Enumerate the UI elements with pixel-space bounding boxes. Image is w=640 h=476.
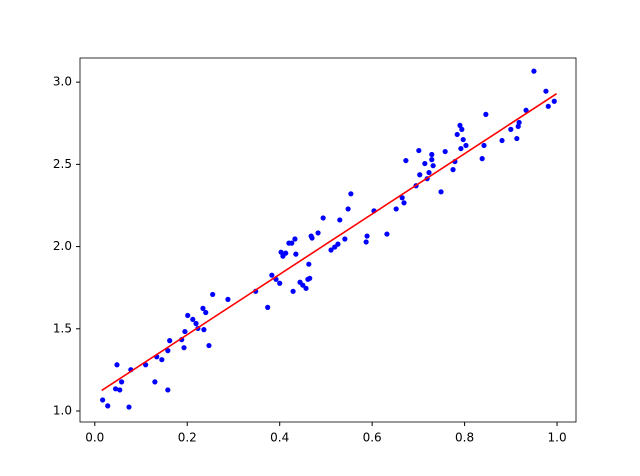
point [399, 195, 405, 201]
point [328, 247, 334, 253]
point [479, 156, 485, 162]
point [182, 328, 188, 335]
point [100, 397, 106, 403]
point [306, 261, 312, 267]
x-tick-label: 0.8 [455, 431, 474, 445]
point [119, 379, 125, 385]
point [265, 304, 271, 311]
point [278, 249, 284, 255]
point [545, 103, 551, 109]
point [293, 251, 299, 257]
point [516, 119, 522, 126]
point [165, 387, 171, 393]
point [401, 200, 407, 206]
point [206, 342, 212, 349]
point [348, 191, 354, 197]
point [481, 142, 487, 149]
y-tick-label: 2.5 [53, 157, 72, 171]
point [283, 250, 289, 256]
x-tick-label: 0.2 [178, 431, 197, 445]
point [458, 145, 464, 152]
y-tick-label: 2.0 [53, 239, 72, 253]
point [225, 296, 231, 302]
point [508, 126, 514, 132]
point [167, 338, 173, 344]
point [457, 122, 463, 129]
point [499, 137, 505, 144]
point [300, 282, 306, 288]
point [315, 230, 321, 236]
point [363, 239, 369, 245]
point [203, 309, 209, 316]
point [384, 231, 390, 237]
plot-frame [79, 57, 577, 423]
point [531, 68, 537, 74]
point [114, 362, 120, 368]
x-tick-label: 0.4 [270, 431, 289, 445]
point [292, 236, 298, 242]
point [201, 327, 207, 333]
point [335, 241, 341, 247]
point [210, 291, 216, 298]
point [459, 126, 465, 132]
point [277, 280, 283, 286]
point [290, 288, 296, 294]
point [303, 285, 309, 291]
point [193, 320, 199, 327]
point [417, 172, 423, 178]
point [426, 169, 432, 176]
point [181, 345, 187, 351]
point [438, 189, 444, 195]
point [320, 215, 326, 221]
point [105, 403, 111, 409]
point [551, 98, 557, 104]
point [523, 107, 529, 113]
y-tick-label: 1.0 [53, 403, 72, 417]
x-tick-label: 1.0 [548, 431, 567, 445]
point [117, 387, 123, 393]
point [430, 163, 436, 169]
point [112, 386, 119, 392]
point [429, 157, 435, 163]
point [345, 206, 351, 212]
point [483, 111, 489, 117]
point [152, 379, 158, 385]
point [126, 404, 132, 410]
point [200, 305, 206, 311]
point [269, 272, 275, 278]
y-tick-label: 3.0 [53, 75, 72, 89]
point [454, 131, 460, 138]
point [515, 123, 521, 129]
point [393, 206, 399, 212]
point [416, 147, 422, 154]
point [460, 136, 466, 143]
point [165, 348, 171, 354]
point [309, 235, 315, 241]
point [403, 157, 409, 164]
point [307, 275, 313, 281]
point [190, 316, 196, 323]
point [364, 233, 370, 239]
x-tick-label: 0.0 [85, 431, 104, 445]
y-tick-label: 1.5 [53, 321, 72, 335]
point [342, 236, 348, 242]
x-tick-label: 0.6 [363, 431, 382, 445]
point [159, 357, 165, 363]
point [514, 135, 520, 142]
point [450, 167, 456, 173]
point [543, 88, 549, 94]
point [337, 217, 343, 223]
point [442, 148, 448, 155]
point [185, 312, 191, 319]
point [422, 160, 428, 167]
point [463, 142, 469, 149]
point [429, 151, 435, 158]
point [289, 240, 295, 246]
fit-line [101, 93, 558, 392]
